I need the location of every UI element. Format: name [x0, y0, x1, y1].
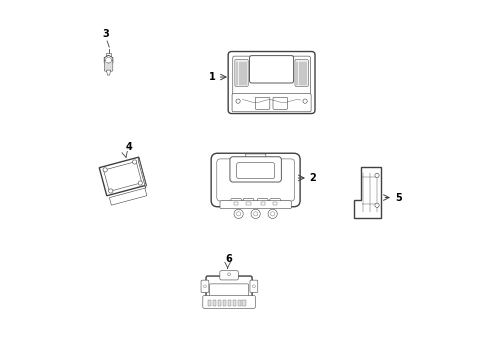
Text: 5: 5: [395, 193, 401, 203]
FancyBboxPatch shape: [273, 97, 288, 109]
Circle shape: [237, 212, 241, 216]
Bar: [273, 202, 277, 204]
FancyBboxPatch shape: [235, 59, 248, 86]
FancyBboxPatch shape: [230, 157, 281, 182]
Circle shape: [303, 99, 307, 103]
Circle shape: [251, 209, 260, 219]
Bar: [223, 300, 226, 306]
Circle shape: [252, 285, 255, 288]
Text: 4: 4: [125, 142, 132, 152]
Circle shape: [270, 212, 275, 216]
Circle shape: [138, 181, 143, 185]
Bar: [233, 300, 236, 306]
Bar: [106, 53, 111, 56]
FancyBboxPatch shape: [211, 153, 300, 207]
FancyBboxPatch shape: [232, 94, 311, 112]
Circle shape: [234, 209, 243, 219]
FancyBboxPatch shape: [210, 284, 248, 297]
Circle shape: [375, 173, 379, 177]
FancyBboxPatch shape: [243, 199, 254, 206]
Polygon shape: [104, 55, 113, 65]
FancyBboxPatch shape: [231, 199, 242, 206]
Circle shape: [109, 189, 113, 193]
FancyBboxPatch shape: [220, 201, 291, 208]
Text: 3: 3: [102, 29, 109, 39]
Bar: [218, 300, 221, 306]
Bar: [238, 300, 241, 306]
FancyBboxPatch shape: [257, 199, 268, 206]
Circle shape: [228, 273, 230, 276]
Bar: [243, 300, 245, 306]
Bar: [261, 202, 265, 204]
FancyBboxPatch shape: [206, 276, 252, 300]
FancyBboxPatch shape: [104, 60, 113, 71]
Polygon shape: [103, 162, 142, 192]
Bar: [234, 202, 238, 204]
FancyBboxPatch shape: [255, 97, 270, 109]
Circle shape: [103, 168, 107, 172]
FancyBboxPatch shape: [237, 163, 274, 179]
Text: 2: 2: [310, 173, 317, 183]
FancyBboxPatch shape: [270, 199, 280, 206]
Polygon shape: [99, 157, 146, 196]
Circle shape: [268, 209, 277, 219]
Circle shape: [375, 203, 379, 207]
Circle shape: [236, 99, 240, 103]
FancyBboxPatch shape: [233, 56, 310, 109]
FancyBboxPatch shape: [245, 154, 266, 164]
Circle shape: [132, 160, 137, 164]
Polygon shape: [106, 57, 111, 63]
Circle shape: [253, 212, 258, 216]
Text: 1: 1: [209, 72, 216, 82]
Polygon shape: [354, 167, 381, 218]
Bar: [208, 300, 212, 306]
FancyBboxPatch shape: [203, 296, 255, 308]
Circle shape: [203, 285, 206, 288]
FancyBboxPatch shape: [217, 159, 294, 201]
Polygon shape: [106, 70, 111, 75]
FancyBboxPatch shape: [250, 280, 258, 293]
FancyBboxPatch shape: [295, 59, 308, 86]
Bar: [228, 300, 231, 306]
Text: 6: 6: [226, 254, 232, 264]
FancyBboxPatch shape: [201, 280, 209, 293]
FancyBboxPatch shape: [228, 51, 315, 113]
Polygon shape: [138, 157, 146, 188]
Bar: [246, 202, 251, 204]
Polygon shape: [109, 188, 147, 205]
FancyBboxPatch shape: [220, 271, 238, 280]
FancyBboxPatch shape: [249, 56, 294, 83]
Bar: [213, 300, 216, 306]
